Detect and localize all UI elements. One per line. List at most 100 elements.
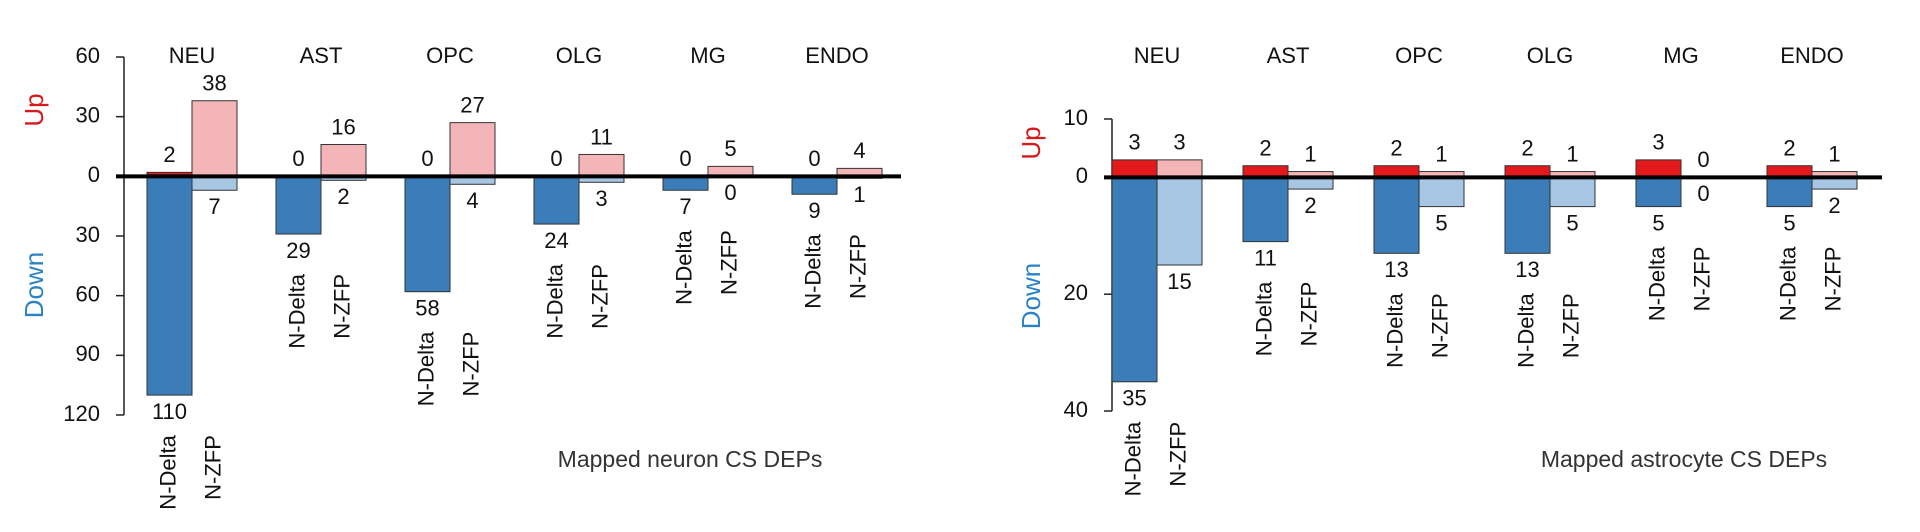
bar-name: N-ZFP [458, 332, 483, 397]
category-label: NEU [1134, 43, 1180, 68]
bar-name: N-Delta [1644, 246, 1669, 321]
value-label: 3 [1652, 130, 1664, 155]
value-label: 4 [853, 138, 865, 163]
value-label: 3 [1173, 130, 1185, 155]
category-label: ENDO [1780, 43, 1844, 68]
value-label: 0 [1697, 147, 1709, 172]
value-label: 0 [724, 180, 736, 205]
value-label: 110 [152, 399, 187, 424]
value-label: 2 [1521, 136, 1533, 161]
value-label: 27 [460, 92, 484, 117]
bar-name: N-Delta [1251, 281, 1276, 356]
value-label: 7 [208, 194, 220, 219]
value-label: 1 [1828, 141, 1840, 166]
category-label: MG [690, 43, 725, 68]
value-label: 13 [1384, 257, 1408, 282]
value-label: 0 [1697, 181, 1709, 206]
bar-name: N-Delta [1775, 246, 1800, 321]
category-label: AST [300, 43, 343, 68]
value-label: 2 [1390, 136, 1402, 161]
bar [404, 175, 451, 293]
bar-name: N-Delta [413, 331, 438, 406]
y-label-up: Up [19, 93, 49, 126]
y-tick-label: 60 [76, 43, 100, 68]
bar-name: N-ZFP [1689, 247, 1714, 312]
category-label: OPC [1395, 43, 1443, 68]
category-label: ENDO [805, 43, 869, 68]
y-tick-label: 90 [76, 341, 100, 366]
value-label: 2 [163, 142, 175, 167]
category-label: MG [1663, 43, 1698, 68]
bar [791, 175, 838, 195]
bar [1635, 176, 1682, 208]
y-label-up: Up [1016, 126, 1046, 159]
bar-name: N-Delta [671, 229, 696, 304]
y-tick-label: 30 [76, 222, 100, 247]
value-label: 0 [550, 146, 562, 171]
bar [662, 175, 709, 191]
bar-name: N-Delta [800, 233, 825, 308]
value-label: 16 [331, 114, 355, 139]
bar [1549, 176, 1596, 208]
category-label: AST [1267, 43, 1310, 68]
y-tick-label: 10 [1064, 105, 1088, 130]
bar [275, 175, 322, 235]
bar [1766, 176, 1813, 208]
bar [449, 122, 496, 177]
value-label: 3 [1128, 130, 1140, 155]
chart-note: Mapped astrocyte CS DEPs [1541, 446, 1827, 472]
y-tick-label: 20 [1064, 280, 1088, 305]
value-label: 1 [853, 182, 865, 207]
bar [1635, 159, 1682, 178]
value-label: 5 [1435, 210, 1447, 235]
value-label: 38 [202, 71, 226, 96]
value-label: 2 [1304, 193, 1316, 218]
value-label: 0 [679, 146, 691, 171]
bar-name: N-ZFP [1558, 293, 1583, 358]
bar [533, 175, 580, 225]
bar-name: N-Delta [284, 273, 309, 348]
bar [1156, 159, 1203, 178]
bar-name: N-Delta [155, 434, 180, 509]
y-tick-label: 40 [1064, 397, 1088, 422]
y-label-down: Down [1016, 263, 1046, 329]
y-tick-label: 0 [1076, 163, 1088, 188]
value-label: 15 [1167, 269, 1191, 294]
bar [1373, 176, 1420, 254]
value-label: 58 [415, 296, 439, 321]
bar [146, 175, 193, 396]
value-label: 5 [1652, 210, 1664, 235]
bar [320, 144, 367, 177]
value-label: 2 [1783, 136, 1795, 161]
bar [578, 153, 625, 177]
value-label: 35 [1122, 386, 1146, 411]
bar-name: N-Delta [542, 263, 567, 338]
value-label: 0 [808, 146, 820, 171]
bar [1504, 176, 1551, 254]
bar-name: N-ZFP [200, 435, 225, 500]
bar-name: N-ZFP [329, 274, 354, 339]
value-label: 3 [595, 186, 607, 211]
bar [191, 175, 238, 191]
category-label: OPC [426, 43, 474, 68]
value-label: 2 [1828, 193, 1840, 218]
value-label: 5 [1783, 210, 1795, 235]
category-label: OLG [1527, 43, 1573, 68]
value-label: 1 [1304, 141, 1316, 166]
value-label: 2 [1259, 136, 1271, 161]
bar [1242, 176, 1289, 243]
y-tick-label: 120 [63, 401, 100, 426]
value-label: 24 [544, 228, 568, 253]
bar-name: N-ZFP [587, 264, 612, 329]
bar-name: N-Delta [1382, 293, 1407, 368]
value-label: 5 [1566, 210, 1578, 235]
value-label: 0 [421, 146, 433, 171]
bar [191, 100, 238, 177]
bar [1111, 159, 1158, 178]
y-label-down: Down [19, 252, 49, 318]
value-label: 5 [724, 136, 736, 161]
bar-name: N-ZFP [845, 234, 870, 299]
value-label: 9 [808, 198, 820, 223]
